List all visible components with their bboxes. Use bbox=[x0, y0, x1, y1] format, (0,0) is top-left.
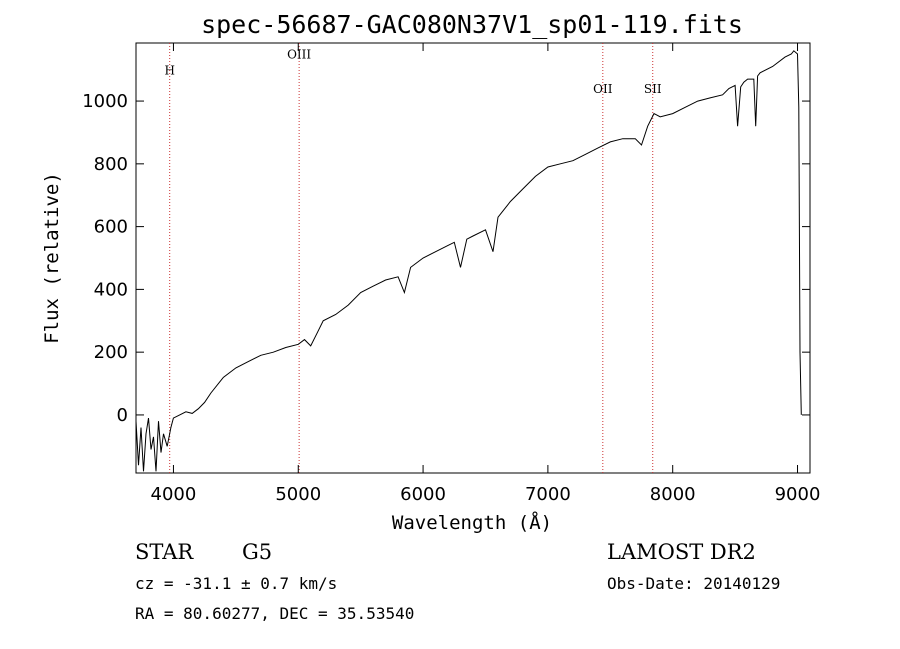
survey-name: LAMOST DR2 bbox=[607, 540, 756, 564]
info-panel: STAR G5 LAMOST DR2 cz = -31.1 ± 0.7 km/s… bbox=[135, 540, 780, 623]
line-markers: H OIII OII SII bbox=[164, 43, 662, 473]
chart-title: spec-56687-GAC080N37V1_sp01-119.fits bbox=[201, 10, 743, 39]
y-tick-label: 0 bbox=[117, 405, 128, 426]
y-tick-label: 400 bbox=[94, 279, 128, 300]
line-marker-label: SII bbox=[644, 82, 662, 96]
object-class: STAR bbox=[135, 540, 194, 564]
line-marker-label: OIII bbox=[287, 48, 311, 62]
y-tick-label: 200 bbox=[94, 342, 128, 363]
x-tick-label: 7000 bbox=[525, 484, 571, 505]
y-axis-label: Flux (relative) bbox=[41, 172, 63, 344]
sky-coordinates: RA = 80.60277, DEC = 35.53540 bbox=[135, 604, 414, 623]
x-axis-label: Wavelength (Å) bbox=[392, 511, 552, 534]
observation-date: Obs-Date: 20140129 bbox=[607, 574, 780, 593]
x-tick-label: 4000 bbox=[151, 484, 197, 505]
x-tick-label: 5000 bbox=[275, 484, 321, 505]
x-tick-label: 8000 bbox=[650, 484, 696, 505]
radial-velocity: cz = -31.1 ± 0.7 km/s bbox=[135, 574, 337, 593]
x-ticks: 4000 5000 6000 7000 8000 9000 bbox=[151, 43, 821, 505]
spectrum-line bbox=[135, 50, 802, 472]
y-tick-label: 600 bbox=[94, 217, 128, 238]
y-ticks: 0 200 400 600 800 1000 bbox=[82, 91, 810, 426]
line-marker-label: OII bbox=[593, 82, 613, 96]
y-tick-label: 800 bbox=[94, 154, 128, 175]
y-tick-label: 1000 bbox=[82, 91, 128, 112]
x-tick-label: 6000 bbox=[400, 484, 446, 505]
plot-frame bbox=[135, 42, 811, 474]
object-subclass: G5 bbox=[242, 540, 272, 564]
x-tick-label: 9000 bbox=[775, 484, 821, 505]
line-marker-label: H bbox=[164, 63, 174, 77]
plot-area: H OIII OII SII 4000 5000 6000 7000 8000 9000 0 20… bbox=[82, 42, 821, 505]
